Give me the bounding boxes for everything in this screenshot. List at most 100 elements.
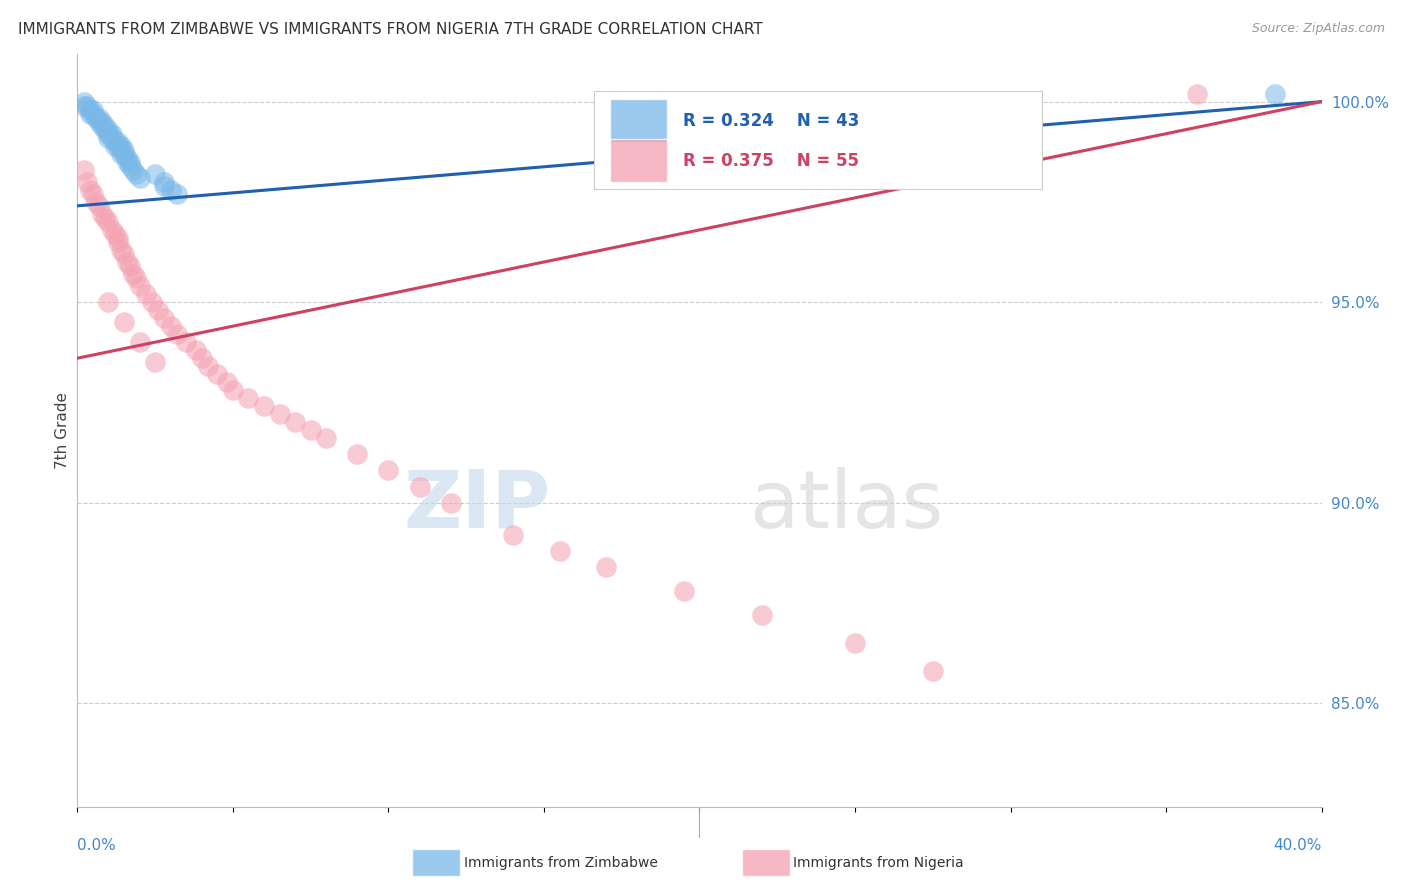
Point <box>97 130 120 145</box>
Point <box>79 103 101 117</box>
Point <box>440 495 463 509</box>
Point <box>87 114 110 128</box>
Point <box>844 636 866 650</box>
Point <box>921 664 943 678</box>
Point <box>159 319 181 334</box>
Point <box>141 295 163 310</box>
Point <box>120 159 142 173</box>
Point <box>115 151 138 165</box>
Point <box>76 98 98 112</box>
Text: IMMIGRANTS FROM ZIMBABWE VS IMMIGRANTS FROM NIGERIA 7TH GRADE CORRELATION CHART: IMMIGRANTS FROM ZIMBABWE VS IMMIGRANTS F… <box>18 22 763 37</box>
Point <box>104 138 127 153</box>
Text: 40.0%: 40.0% <box>1274 838 1322 853</box>
Point <box>110 243 132 257</box>
Point <box>122 162 145 177</box>
Point <box>502 527 524 541</box>
Point <box>159 183 181 197</box>
Point <box>82 186 104 201</box>
Text: Source: ZipAtlas.com: Source: ZipAtlas.com <box>1251 22 1385 36</box>
Point <box>110 146 132 161</box>
Point <box>143 167 166 181</box>
Point <box>110 138 132 153</box>
FancyBboxPatch shape <box>610 100 666 142</box>
Y-axis label: 7th Grade: 7th Grade <box>55 392 70 469</box>
Point <box>408 479 430 493</box>
Point <box>107 138 129 153</box>
Point <box>346 447 368 461</box>
Point <box>672 583 695 598</box>
Point <box>87 111 110 125</box>
Point <box>107 135 129 149</box>
Point <box>82 106 104 120</box>
Point <box>595 135 617 149</box>
Text: Immigrants from Zimbabwe: Immigrants from Zimbabwe <box>464 855 658 870</box>
Point <box>128 335 150 350</box>
Point <box>100 223 122 237</box>
Point <box>135 287 157 301</box>
Point <box>125 271 148 285</box>
Point <box>751 143 773 157</box>
Point <box>153 311 176 326</box>
Point <box>215 376 238 390</box>
Point <box>97 295 120 310</box>
Point <box>1264 87 1286 101</box>
Point <box>238 392 260 406</box>
Point <box>87 199 110 213</box>
Point <box>94 211 117 225</box>
Point <box>104 227 127 241</box>
Point <box>153 175 176 189</box>
Point <box>174 335 197 350</box>
Text: atlas: atlas <box>749 467 943 545</box>
Point <box>269 408 291 422</box>
FancyBboxPatch shape <box>610 139 666 182</box>
Point <box>197 359 219 374</box>
Point <box>91 207 114 221</box>
Point <box>299 424 322 438</box>
Point <box>72 98 94 112</box>
Point <box>184 343 207 358</box>
Point <box>112 315 135 329</box>
Point <box>143 355 166 369</box>
Point <box>377 463 399 477</box>
Text: ZIP: ZIP <box>404 467 550 545</box>
FancyBboxPatch shape <box>593 91 1042 189</box>
Point <box>548 543 571 558</box>
Point <box>91 119 114 133</box>
Point <box>97 122 120 136</box>
Point <box>166 327 188 342</box>
Point <box>94 122 117 136</box>
Point <box>122 267 145 281</box>
Point <box>191 351 214 366</box>
Point <box>91 114 114 128</box>
Point <box>253 400 276 414</box>
Point <box>84 111 107 125</box>
Point <box>284 416 307 430</box>
Point <box>595 559 617 574</box>
Point <box>76 175 98 189</box>
Point <box>148 303 170 318</box>
Text: R = 0.324    N = 43: R = 0.324 N = 43 <box>683 112 859 129</box>
Point <box>120 259 142 273</box>
Point <box>82 103 104 117</box>
Text: 0.0%: 0.0% <box>77 838 117 853</box>
Point <box>128 170 150 185</box>
Point <box>112 247 135 261</box>
Point <box>79 183 101 197</box>
Point <box>128 279 150 293</box>
Point <box>315 431 337 445</box>
Point <box>100 127 122 141</box>
Point <box>94 119 117 133</box>
Point <box>751 607 773 622</box>
Point <box>97 215 120 229</box>
Point <box>207 368 229 382</box>
Point <box>115 255 138 269</box>
Point <box>120 154 142 169</box>
Point <box>115 154 138 169</box>
Point <box>110 143 132 157</box>
Point <box>125 167 148 181</box>
Point <box>153 178 176 193</box>
Point <box>112 146 135 161</box>
Text: R = 0.375    N = 55: R = 0.375 N = 55 <box>683 152 859 169</box>
Point <box>107 231 129 245</box>
Text: Immigrants from Nigeria: Immigrants from Nigeria <box>793 855 963 870</box>
